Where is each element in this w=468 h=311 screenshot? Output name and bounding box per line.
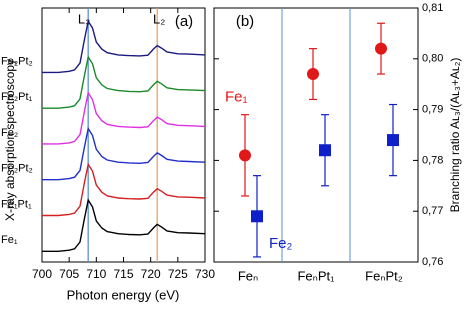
series-label: Fe₂ (269, 235, 293, 252)
marker (375, 42, 387, 55)
series-label: Fe₁ (225, 89, 248, 106)
marker (307, 68, 319, 81)
series-label: Fe₂Pt₁ (1, 91, 33, 103)
x-tick-label: 730 (195, 267, 215, 281)
y-axis-label: X-ray absorption spectroscopy (3, 59, 17, 221)
x-tick-label: FeₙPt₂ (365, 268, 403, 283)
series-label: Fe₂ (1, 127, 18, 139)
frame-b (213, 7, 419, 263)
x-tick-label: 725 (168, 267, 188, 281)
edge-label: L₂ (153, 11, 165, 26)
y-tick-label: 0,78 (422, 154, 443, 166)
y-tick-label: 0,77 (422, 205, 443, 217)
panel-label: (a) (175, 13, 193, 30)
x-tick-label: 710 (86, 267, 106, 281)
spectrum (42, 162, 206, 217)
y-tick-label: 0,79 (422, 104, 443, 116)
series-label: Fe₁ (1, 234, 18, 246)
x-tick-label: FeₙPt₁ (297, 268, 335, 283)
series-label: Fe₁Pt₁ (1, 198, 32, 210)
series-label: Fe₂Pt₂ (1, 55, 33, 67)
x-tick-label: 705 (59, 267, 79, 281)
x-tick-label: 715 (113, 267, 133, 281)
y-tick-label: 0,81 (422, 2, 443, 14)
marker (319, 144, 331, 157)
edge-label: L₃ (78, 11, 91, 26)
x-axis-label: Photon energy (eV) (67, 287, 180, 302)
spectrum (42, 55, 206, 109)
marker (239, 149, 251, 162)
y-tick-label: 0,80 (422, 53, 443, 65)
y-axis-label: Branching ratio Aʟ₃/(Aʟ₃+Aʟ₂) (448, 58, 462, 213)
spectrum (42, 126, 206, 181)
x-tick-label: 720 (141, 267, 161, 281)
y-tick-label: 0,76 (422, 256, 443, 268)
spectrum (42, 90, 206, 145)
spectrum (42, 198, 206, 252)
x-tick-label: Feₙ (238, 268, 258, 283)
marker (387, 134, 399, 147)
marker (251, 210, 263, 223)
series-label: Fe₂Pt₂ (1, 163, 33, 175)
spectrum (42, 19, 206, 74)
panel-label: (b) (236, 13, 254, 30)
x-tick-label: 700 (32, 267, 52, 281)
